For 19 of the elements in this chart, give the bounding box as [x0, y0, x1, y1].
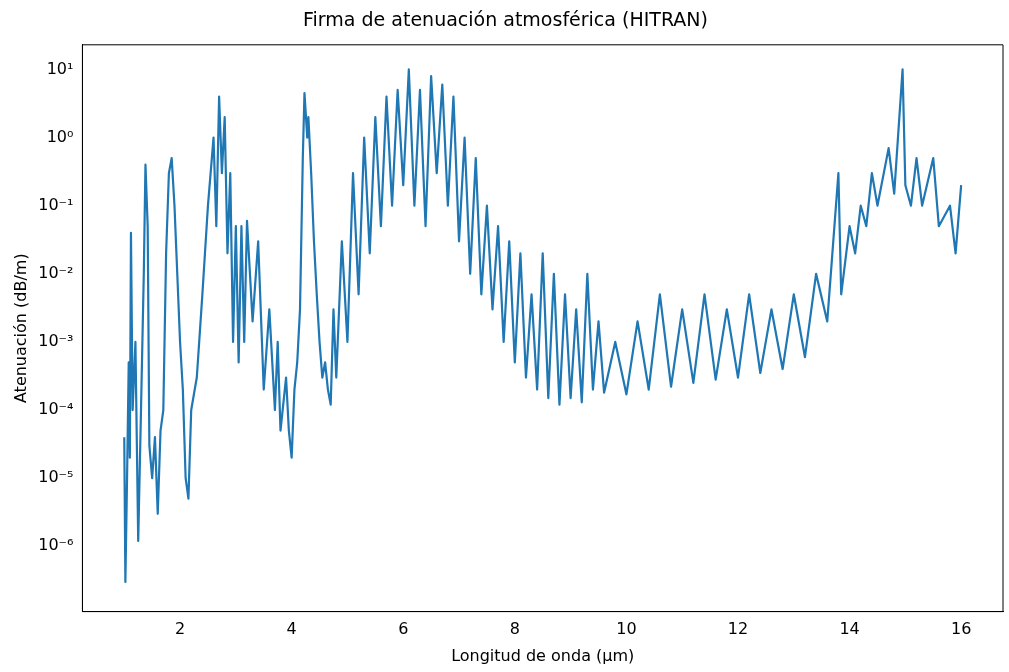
y-tick-label: 10⁻³ — [38, 331, 74, 351]
x-tick-label: 16 — [950, 619, 972, 639]
y-axis-title: Atenuación (dB/m) — [10, 253, 30, 404]
x-tick-label: 4 — [286, 619, 297, 639]
y-tick-label: 10⁰ — [46, 126, 74, 146]
x-axis-title: Longitud de onda (µm) — [451, 645, 635, 665]
x-tick-label: 12 — [727, 619, 749, 639]
y-tick-label: 10⁻⁵ — [38, 467, 74, 487]
chart-title: Firma de atenuación atmosférica (HITRAN) — [303, 8, 708, 31]
y-tick-label: 10¹ — [46, 58, 74, 78]
x-tick-label: 8 — [509, 619, 520, 639]
y-tick-label: 10⁻² — [38, 262, 74, 282]
y-tick-label: 10⁻⁴ — [38, 399, 74, 419]
y-tick-label: 10⁻¹ — [38, 194, 74, 214]
y-tick-label: 10⁻⁶ — [38, 535, 74, 555]
x-tick-label: 10 — [616, 619, 637, 639]
x-tick-label: 14 — [839, 619, 860, 639]
x-tick-label: 6 — [398, 619, 409, 639]
x-tick-label: 2 — [174, 619, 186, 639]
